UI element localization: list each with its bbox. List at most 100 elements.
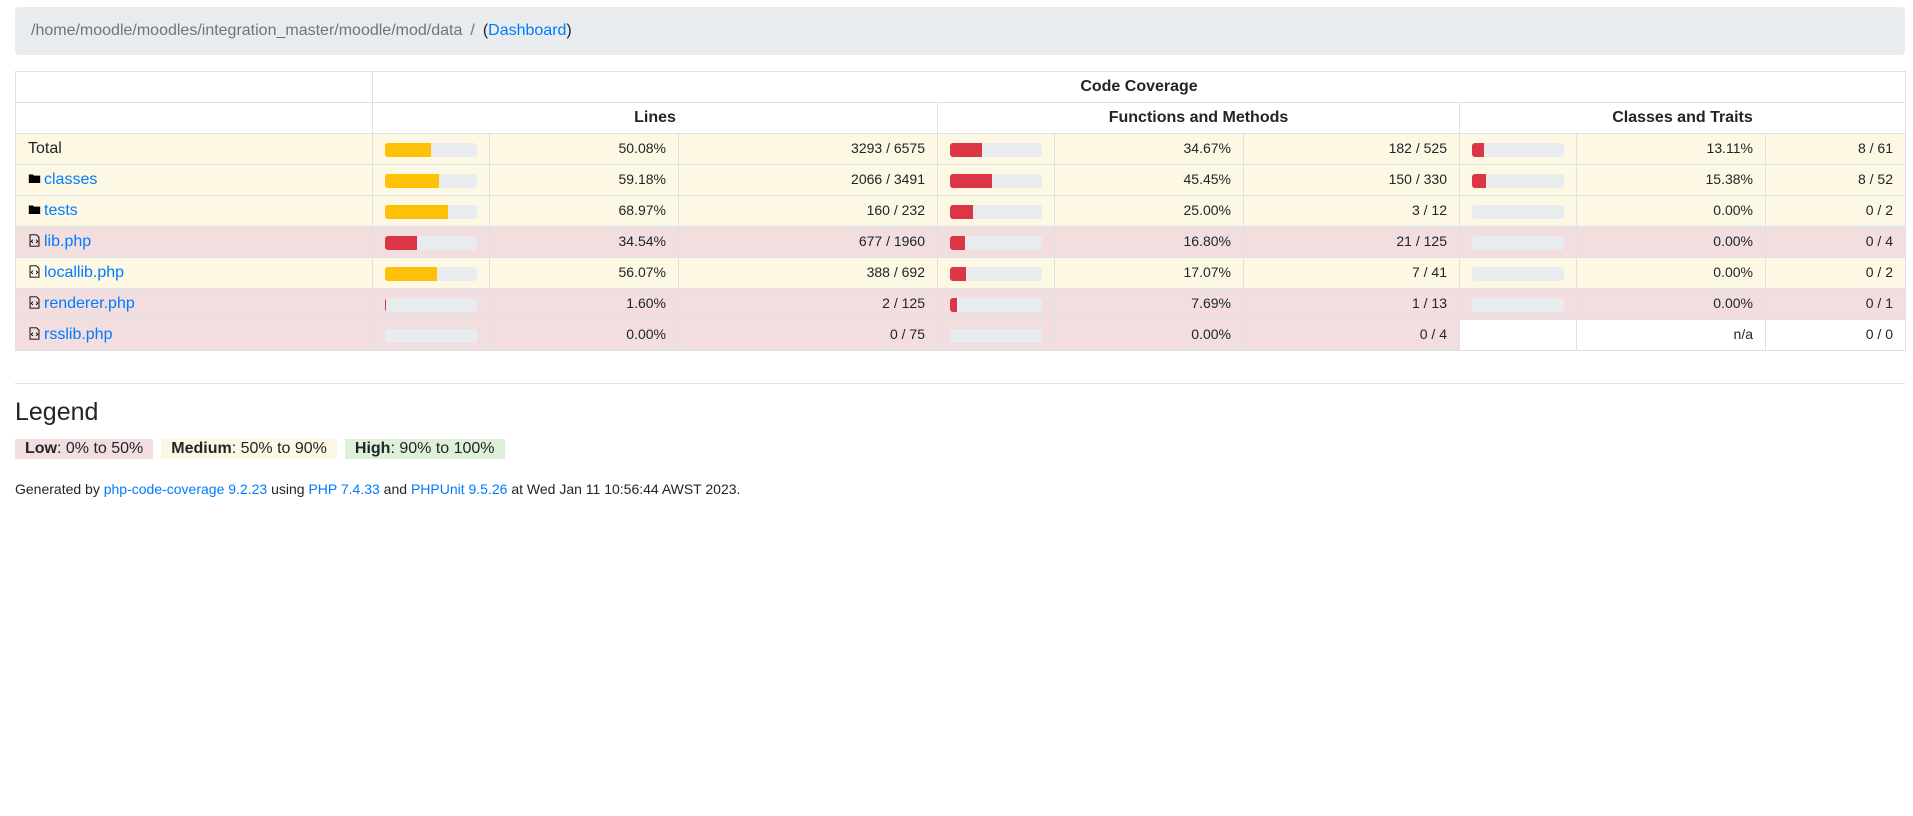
header-code-coverage: Code Coverage: [372, 71, 1906, 103]
lines-count-cell: 0 / 75: [678, 319, 938, 351]
lines-bar-cell: [372, 288, 490, 320]
lines-progress-fill: [385, 236, 417, 250]
classes-progress-bar: [1472, 298, 1564, 312]
methods-percent-cell: 7.69%: [1054, 288, 1244, 320]
methods-progress-bar: [950, 267, 1042, 281]
methods-progress-fill: [950, 143, 982, 157]
classes-count-cell: 0 / 4: [1765, 226, 1906, 258]
classes-progress-bar: [1472, 143, 1564, 157]
methods-bar-cell: [937, 288, 1055, 320]
row-name-link[interactable]: tests: [44, 202, 78, 219]
lines-count: 3293 / 6575: [851, 140, 925, 156]
methods-percent: 34.67%: [1183, 140, 1231, 156]
row-name-link[interactable]: locallib.php: [44, 264, 125, 281]
lines-percent-cell: 50.08%: [489, 133, 679, 165]
table-row: tests 68.97% 160 / 232 25.00% 3 / 12 0.00% 0 /…: [15, 195, 1906, 227]
methods-count: 3 / 12: [1411, 202, 1447, 218]
table-row: Total 50.08% 3293 / 6575 34.67% 182 / 525 13.…: [15, 133, 1906, 165]
footer: Generated by php-code-coverage 9.2.23 us…: [15, 481, 740, 497]
row-name-cell: renderer.php: [15, 288, 373, 320]
breadcrumb: /home/moodle/moodles/integration_master/…: [15, 7, 1905, 55]
classes-count: 0 / 2: [1865, 202, 1893, 218]
classes-percent-cell: 13.11%: [1576, 133, 1766, 165]
classes-count: 8 / 52: [1857, 171, 1893, 187]
lines-bar-cell: [372, 319, 490, 351]
lines-percent-cell: 59.18%: [489, 164, 679, 196]
row-name-link[interactable]: rsslib.php: [44, 326, 113, 343]
classes-percent-cell: 15.38%: [1576, 164, 1766, 196]
legend-low-range: : 0% to 50%: [57, 440, 144, 457]
methods-bar-cell: [937, 133, 1055, 165]
php-link[interactable]: PHP 7.4.33: [308, 481, 380, 497]
dashboard-link[interactable]: Dashboard: [488, 22, 567, 39]
phpunit-link[interactable]: PHPUnit 9.5.26: [410, 481, 508, 497]
lines-bar-cell: [372, 257, 490, 289]
methods-count-cell: 150 / 330: [1243, 164, 1460, 196]
legend-high: High: 90% to 100%: [344, 439, 505, 459]
lines-count-cell: 3293 / 6575: [678, 133, 938, 165]
lines-progress-fill: [385, 174, 440, 188]
row-name-cell: Total: [15, 133, 373, 165]
methods-bar-cell: [937, 164, 1055, 196]
methods-count-cell: 7 / 41: [1243, 257, 1460, 289]
lines-percent-cell: 56.07%: [489, 257, 679, 289]
methods-bar-cell: [937, 319, 1055, 351]
file-code-icon: [29, 327, 40, 340]
legend: Low: 0% to 50% Medium: 50% to 90% High: …: [15, 439, 505, 459]
row-name: Total: [28, 140, 62, 157]
table-row: lib.php 34.54% 677 / 1960 16.80% 21 / 125 0.0…: [15, 226, 1906, 258]
lines-progress-bar: [385, 174, 477, 188]
header-functions-methods: Functions and Methods: [937, 102, 1460, 134]
lines-percent: 56.07%: [618, 264, 666, 280]
methods-percent: 45.45%: [1183, 171, 1231, 187]
methods-percent: 17.07%: [1183, 264, 1231, 280]
methods-percent-cell: 17.07%: [1054, 257, 1244, 289]
lines-progress-bar: [385, 329, 477, 343]
lines-progress-bar: [385, 205, 477, 219]
classes-bar-cell: [1459, 164, 1577, 196]
methods-count: 0 / 4: [1419, 326, 1447, 342]
classes-percent: 0.00%: [1713, 295, 1753, 311]
lines-count: 2 / 125: [882, 295, 925, 311]
methods-percent: 25.00%: [1183, 202, 1231, 218]
classes-count-cell: 0 / 2: [1765, 195, 1906, 227]
lines-bar-cell: [372, 226, 490, 258]
methods-bar-cell: [937, 226, 1055, 258]
classes-count-cell: 0 / 1: [1765, 288, 1906, 320]
classes-count: 8 / 61: [1857, 140, 1893, 156]
lines-count-cell: 2066 / 3491: [678, 164, 938, 196]
lines-bar-cell: [372, 164, 490, 196]
methods-percent-cell: 34.67%: [1054, 133, 1244, 165]
classes-bar-cell: [1459, 226, 1577, 258]
legend-high-label: High: [354, 440, 391, 457]
methods-progress-fill: [950, 236, 966, 250]
lines-count-cell: 388 / 692: [678, 257, 938, 289]
row-name-cell: locallib.php: [15, 257, 373, 289]
classes-percent: 13.11%: [1706, 140, 1753, 156]
classes-progress-fill: [1472, 143, 1485, 157]
legend-high-range: : 90% to 100%: [390, 440, 495, 457]
header-empty-2: [15, 102, 373, 134]
lines-percent: 1.60%: [626, 295, 666, 311]
methods-progress-fill: [950, 298, 958, 312]
methods-count-cell: 3 / 12: [1243, 195, 1460, 227]
classes-count-cell: 0 / 2: [1765, 257, 1906, 289]
methods-percent: 16.80%: [1183, 233, 1231, 249]
classes-bar-cell: [1459, 319, 1577, 351]
footer-using: using: [267, 481, 309, 497]
legend-medium: Medium: 50% to 90%: [161, 439, 337, 459]
classes-percent-cell: 0.00%: [1576, 226, 1766, 258]
legend-title: Legend: [15, 398, 99, 426]
php-code-coverage-link[interactable]: php-code-coverage 9.2.23: [103, 481, 268, 497]
lines-percent-cell: 68.97%: [489, 195, 679, 227]
methods-progress-bar: [950, 143, 1042, 157]
classes-percent: 15.38%: [1705, 171, 1753, 187]
row-name-link[interactable]: classes: [44, 171, 98, 188]
methods-progress-fill: [950, 267, 966, 281]
methods-count-cell: 182 / 525: [1243, 133, 1460, 165]
legend-medium-label: Medium: [171, 440, 232, 457]
row-name-link[interactable]: lib.php: [44, 233, 92, 250]
classes-percent: n/a: [1733, 326, 1753, 342]
methods-count-cell: 21 / 125: [1243, 226, 1460, 258]
row-name-link[interactable]: renderer.php: [44, 295, 135, 312]
